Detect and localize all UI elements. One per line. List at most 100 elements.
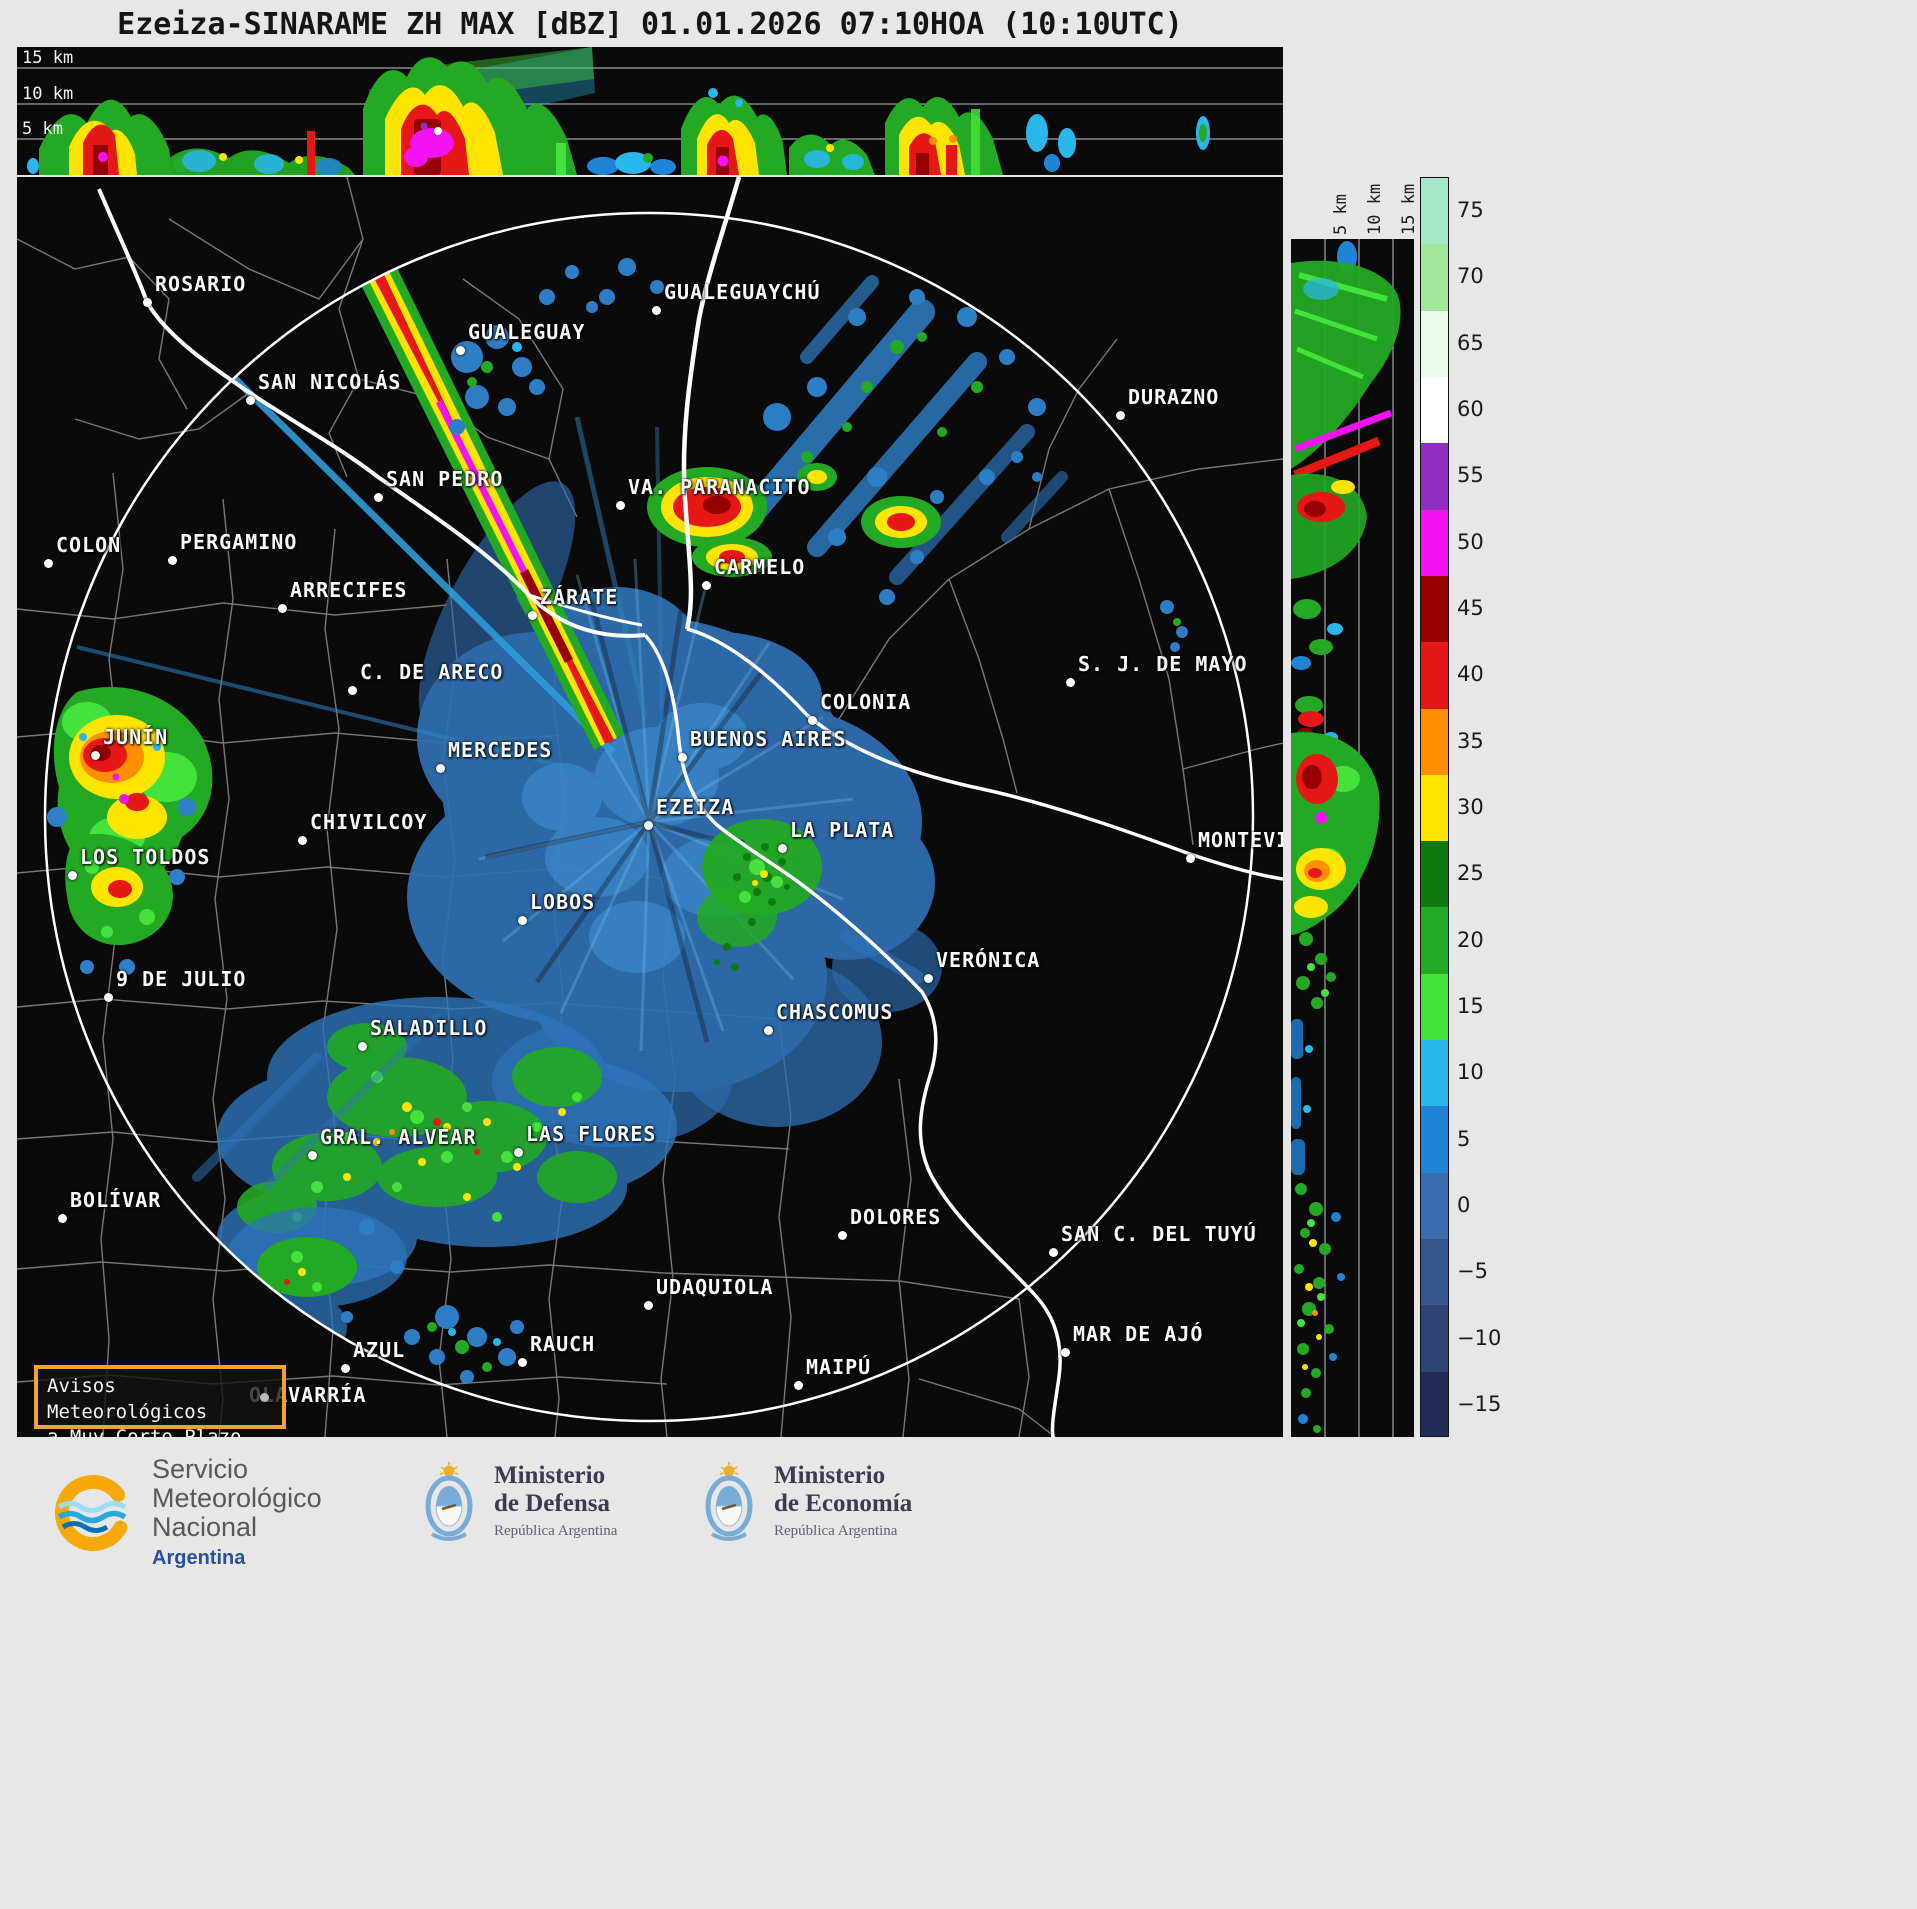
colorbar-segment [1421,1239,1448,1306]
colorbar-segment [1421,178,1448,245]
rivers-coastlines [97,177,1283,1437]
colorbar-tick-label: 50 [1457,529,1484,554]
colorbar-segment [1421,1172,1448,1239]
city-dot [143,298,152,307]
city-label: MAR DE AJÓ [1073,1322,1204,1346]
colorbar-segment [1421,774,1448,842]
colorbar-segment [1421,642,1448,709]
city-dot [278,604,287,613]
altitude-gridlines [17,67,1283,140]
radar-echoes [47,243,1188,1421]
colorbar-tick-label: 45 [1457,596,1484,621]
city-layer: ROSARIO GUALEGUAYCHÚ GUALEGUAY SAN NICOLÁS D… [17,177,1283,1437]
city-label: CARMELO [714,555,806,579]
city-dot [298,836,307,845]
colorbar-segment [1421,1040,1448,1107]
city-dot [616,501,625,510]
top-cross-section-panel: 15 km 10 km 5 km [17,47,1283,175]
smn-name-line1: Servicio [152,1454,249,1484]
colorbar-ticks: 75 70 65 60 55 50 45 40 35 30 25 20 15 10 5 0 −5 −10 −15 [1457,177,1527,1437]
city-dot [678,753,687,762]
city-label: LOBOS [530,890,596,914]
city-dot [644,1301,653,1310]
colorbar-tick-label: 60 [1457,397,1484,422]
city-dot [58,1214,67,1223]
city-dot [838,1231,847,1240]
city-dot [104,993,113,1002]
defensa-sub: República Argentina [494,1523,618,1539]
colorbar-tick-label: 20 [1457,927,1484,952]
city-label: EZEIZA [656,795,735,819]
footer: Servicio Meteorológico Nacional Argentin… [0,1437,1917,1909]
city-dot [652,306,661,315]
advisory-box[interactable]: Avisos Meteorológicos a Muy Corto Plazo [34,1365,286,1437]
city-label: LOS TOLDOS [80,845,211,869]
city-dot [1116,411,1125,420]
colorbar-tick-label: 70 [1457,264,1484,289]
right-cross-section-panel: 5 km 10 km 15 km [1291,177,1414,1437]
city-dot [518,916,527,925]
colorbar-segment [1421,443,1448,510]
city-dot [44,559,53,568]
defensa-line2: de Defensa [494,1490,610,1517]
city-label: ARRECIFES [290,578,408,602]
city-dot [702,581,711,590]
city-dot [1049,1248,1058,1257]
city-label: SAN PEDRO [386,467,504,491]
city-label: ROSARIO [155,272,247,296]
city-label: VERÓNICA [936,948,1041,972]
city-label: CHIVILCOY [310,810,428,834]
colorbar-segment [1421,244,1448,311]
city-label: JUNÍN [103,725,169,749]
colorbar-tick-label: 65 [1457,330,1484,355]
defensa-logo-group: Ministerio de Defensa República Argentin… [420,1461,617,1541]
economia-sub: República Argentina [774,1523,898,1539]
city-dot [456,346,465,355]
coat-of-arms-icon [425,1462,473,1541]
city-label: ZÁRATE [540,585,619,609]
city-dot [308,1151,317,1160]
smn-name-line3: Nacional [152,1512,258,1542]
city-label: VA. PARANACITO [628,475,811,499]
altitude-label-10km: 10 km [1365,183,1385,235]
city-dot [358,1042,367,1051]
city-label: MERCEDES [448,738,553,762]
radar-map-graphics [17,177,1283,1437]
advisory-line-2: a Muy Corto Plazo [47,1425,273,1437]
city-dot [528,611,537,620]
city-label: SAN NICOLÁS [258,370,402,394]
colorbar-tick-label: −5 [1457,1259,1488,1284]
city-label: BOLÍVAR [70,1188,162,1212]
city-dot [348,686,357,695]
colorbar-segment [1421,1371,1448,1436]
colorbar-tick-label: −15 [1457,1391,1502,1416]
city-label: UDAQUIOLA [656,1275,774,1299]
right-cross-section-plot [1291,239,1401,1437]
colorbar-segments [1420,177,1449,1437]
city-label: 9 DE JULIO [116,967,247,991]
advisory-line-1: Avisos Meteorológicos [47,1375,208,1423]
station-dot [260,1393,269,1402]
colorbar-segment [1421,708,1448,775]
colorbar-segment [1421,907,1448,974]
defensa-line1: Ministerio [494,1462,606,1489]
city-label: SALADILLO [370,1016,488,1040]
city-label: CHASCOMUS [776,1000,894,1024]
city-dot [764,1026,773,1035]
city-label: PERGAMINO [180,530,298,554]
city-dot [808,716,817,725]
colorbar-segment [1421,509,1448,576]
radar-map-panel: ROSARIO GUALEGUAYCHÚ GUALEGUAY SAN NICOLÁS D… [17,177,1283,1437]
altitude-label-15km: 15 km [1399,183,1414,235]
colorbar-tick-label: 35 [1457,728,1484,753]
colorbar-segment [1421,310,1448,377]
city-label: MONTEVIDEO [1198,828,1283,852]
city-dot [794,1381,803,1390]
city-dot [1186,854,1195,863]
colorbar-tick-label: 55 [1457,463,1484,488]
altitude-label-10km: 10 km [22,84,74,104]
smn-country: Argentina [152,1547,246,1569]
city-dot [518,1358,527,1367]
top-cross-section-plot [17,47,1283,175]
city-label: BUENOS AIRES [690,727,847,751]
